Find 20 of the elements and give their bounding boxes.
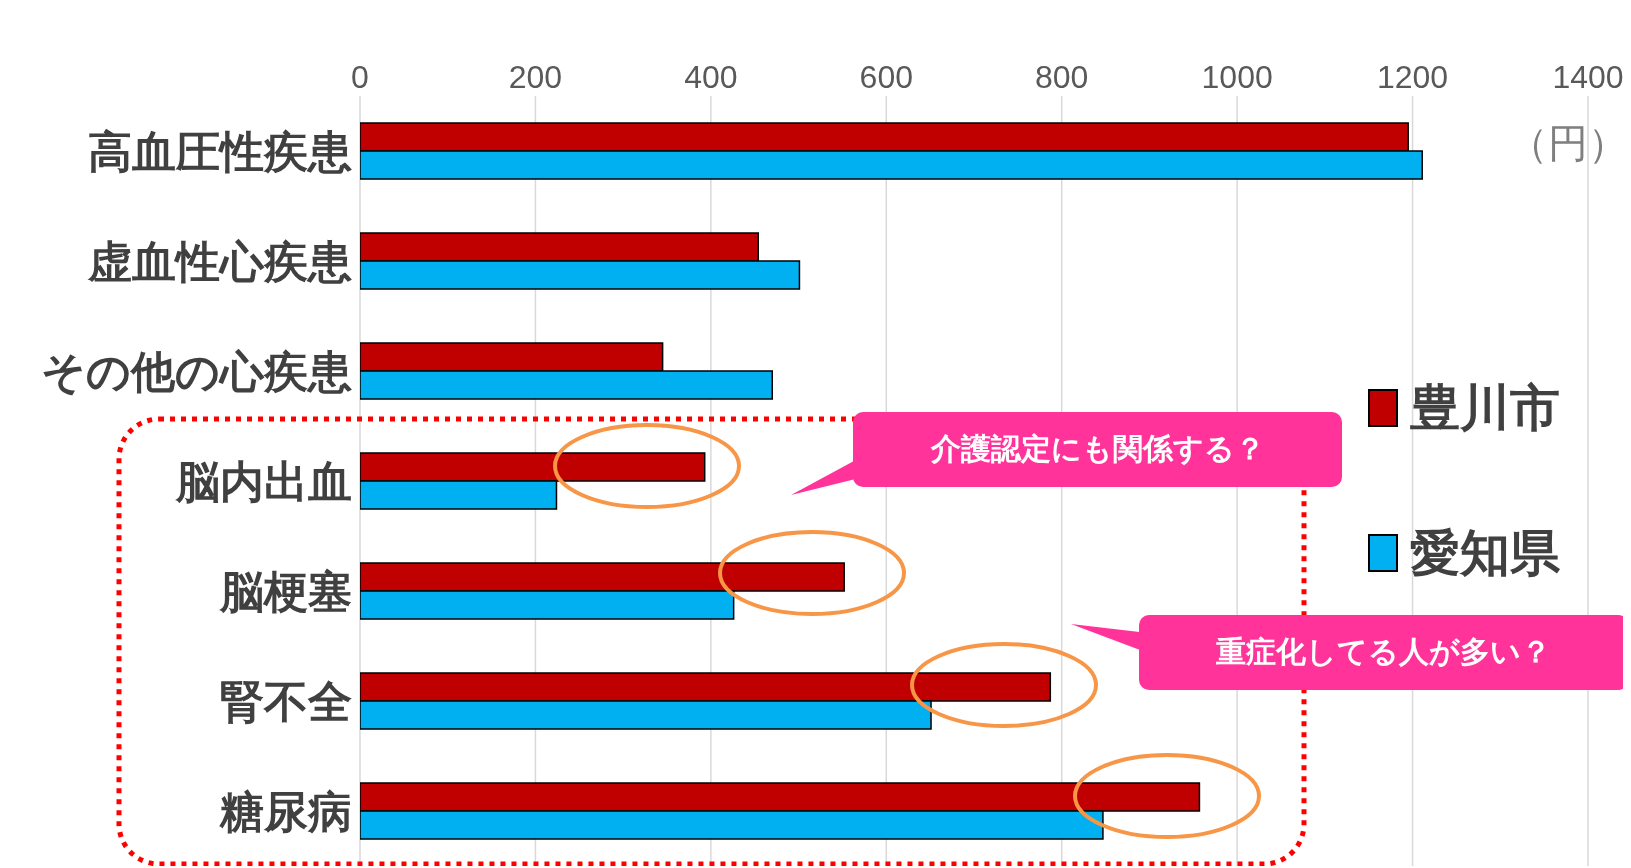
y-tick-label: その他の心疾患 <box>41 345 352 397</box>
x-tick-label: 1000 <box>1201 59 1273 95</box>
x-tick-label: 800 <box>1035 59 1089 95</box>
y-tick-label: 脳内出血 <box>175 455 352 507</box>
annotation: 重症化してる人が多い？ <box>1215 633 1552 671</box>
annotation: 介護認定にも関係する？ <box>853 412 1342 487</box>
legend-label: 愛知県 <box>1410 522 1560 584</box>
x-tick-label: 1200 <box>1376 59 1449 95</box>
y-tick-label: 高血圧性疾患 <box>88 125 352 177</box>
y-tick-label: 糖尿病 <box>219 785 352 837</box>
x-axis-title: （円） <box>1508 119 1628 168</box>
x-tick-label: 600 <box>859 59 913 95</box>
x-tick-label: 400 <box>684 59 738 95</box>
y-tick-label: 虚血性心疾患 <box>87 235 352 287</box>
y-tick-label: 脳梗塞 <box>219 565 352 617</box>
x-tick-label: 1400 <box>1552 59 1624 95</box>
x-tick-label: 0 <box>351 59 369 95</box>
y-tick-label: 腎不全 <box>220 675 352 727</box>
x-tick-label: 200 <box>508 59 563 95</box>
legend-label: 豊川市 <box>1410 377 1560 439</box>
